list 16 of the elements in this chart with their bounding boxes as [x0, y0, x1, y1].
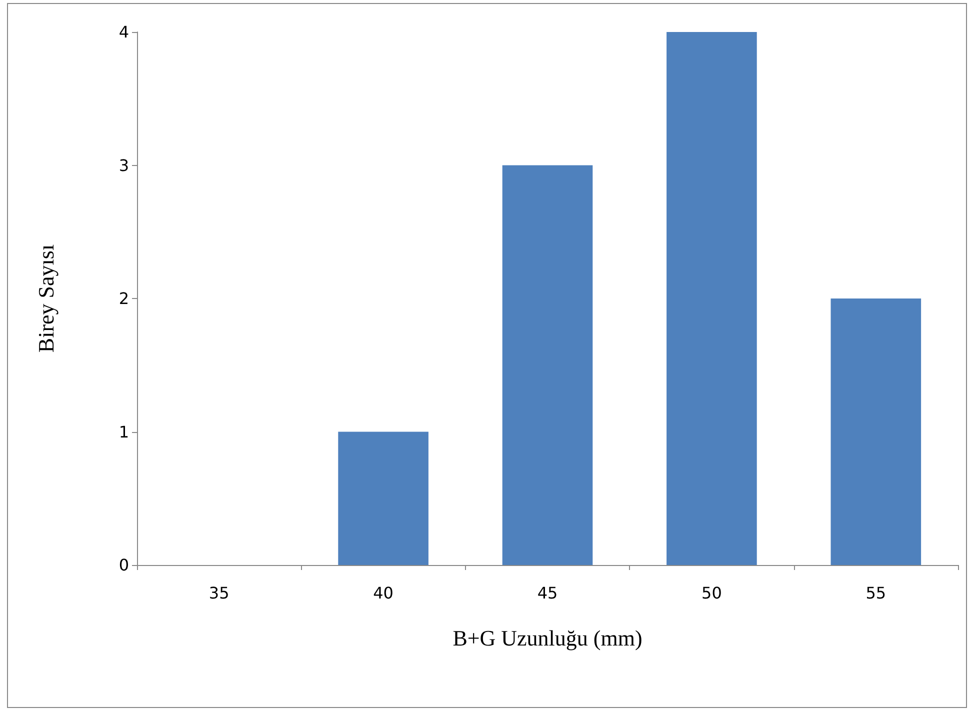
- x-tick-label: 50: [702, 584, 722, 602]
- x-tick-label: 55: [866, 584, 886, 602]
- x-tick-label: 35: [208, 584, 230, 602]
- x-axis-title: B+G Uzunluğu (mm): [452, 626, 642, 650]
- y-tick-label: 3: [118, 156, 129, 175]
- y-tick-label: 4: [118, 22, 129, 42]
- x-tick-label: 40: [373, 584, 394, 602]
- bar: [666, 32, 757, 565]
- y-tick-label: 2: [118, 289, 129, 308]
- y-axis-title: Birey Sayısı: [34, 244, 58, 353]
- bar: [502, 165, 593, 565]
- x-tick-label: 45: [537, 584, 558, 602]
- bar: [830, 298, 922, 565]
- bar: [338, 432, 428, 565]
- y-tick-label: 0: [118, 556, 129, 574]
- y-tick-label: 1: [118, 422, 129, 442]
